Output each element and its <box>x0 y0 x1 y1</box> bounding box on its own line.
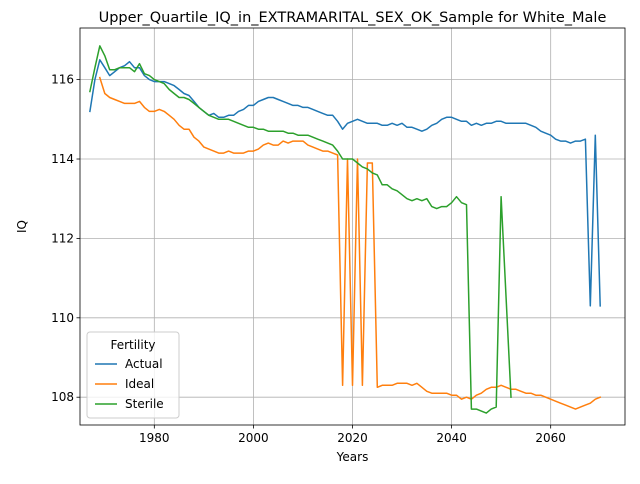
series-line-sterile <box>89 45 512 414</box>
chart-title: Upper_Quartile_IQ_in_EXTRAMARITAL_SEX_OK… <box>99 10 607 26</box>
x-tick-label: 1980 <box>139 431 170 445</box>
series-line-ideal <box>98 76 602 410</box>
x-tick-label: 2000 <box>238 431 269 445</box>
x-tick-label: 2040 <box>436 431 467 445</box>
series-lines <box>89 45 602 414</box>
x-tick-label: 2020 <box>337 431 368 445</box>
y-tick-label: 108 <box>51 390 74 404</box>
y-tick-label: 116 <box>51 73 74 87</box>
y-tick-label: 114 <box>51 152 74 166</box>
x-axis-title: Years <box>336 450 369 464</box>
y-tick-label: 110 <box>51 311 74 325</box>
legend-box <box>86 331 180 419</box>
legend-title: Fertility <box>110 338 155 352</box>
x-tick-label: 2060 <box>535 431 566 445</box>
legend-items: Actual Ideal Sterile <box>95 357 164 411</box>
y-tick-label: 112 <box>51 231 74 245</box>
y-axis-title: IQ <box>15 220 29 233</box>
series-line-actual <box>89 59 601 307</box>
x-axis: 1980 2000 2020 2040 2060 <box>139 425 566 445</box>
y-axis: 108 110 112 114 116 <box>51 73 80 404</box>
legend-label-sterile: Sterile <box>125 397 164 411</box>
legend-label-ideal: Ideal <box>125 377 154 391</box>
legend: Fertility Actual Ideal Sterile <box>86 331 180 419</box>
legend-label-actual: Actual <box>125 357 163 371</box>
